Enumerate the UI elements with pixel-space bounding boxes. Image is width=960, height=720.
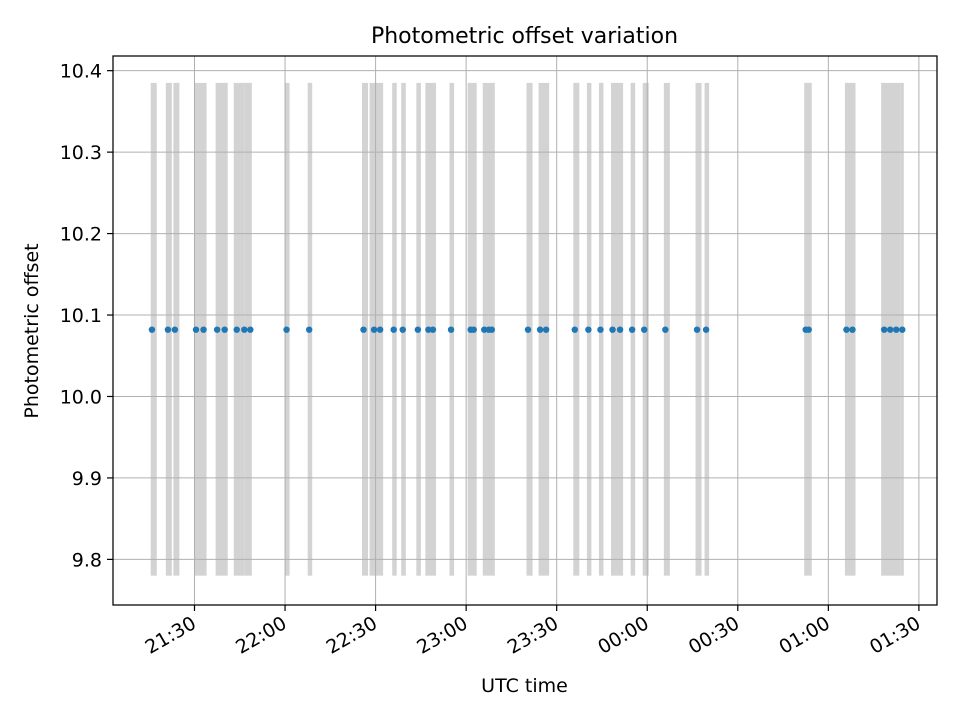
data-point [849, 326, 856, 333]
y-tick-label: 9.8 [72, 549, 102, 571]
data-point [247, 326, 254, 333]
data-point [370, 326, 378, 333]
data-point [241, 326, 248, 333]
data-point [414, 326, 422, 333]
data-point [283, 326, 290, 333]
y-tick-label: 10.3 [60, 142, 102, 164]
data-point [628, 326, 636, 333]
y-tick-label: 9.9 [72, 468, 102, 490]
data-point [305, 326, 313, 333]
y-tick-label: 10.2 [60, 224, 102, 246]
data-point [390, 326, 397, 333]
y-axis-ticks: 9.8 9.9 10.0 10.1 10.2 10.3 10.4 [60, 61, 113, 571]
data-point [524, 326, 532, 333]
data-point [213, 326, 221, 333]
data-point [843, 326, 850, 333]
data-point [192, 326, 200, 333]
y-axis-label: Photometric offset [21, 243, 43, 418]
data-point [693, 326, 701, 333]
plot-frame [112, 55, 938, 606]
data-point [880, 326, 888, 333]
y-tick-label: 10.0 [60, 386, 102, 408]
data-point [171, 326, 179, 333]
data-point [425, 326, 432, 333]
data-point [702, 326, 710, 333]
data-point [805, 326, 812, 333]
data-point [164, 326, 172, 333]
data-point [536, 326, 544, 333]
data-point [221, 326, 228, 333]
data-point [542, 326, 550, 333]
data-point [470, 326, 477, 333]
data-point [429, 326, 437, 333]
data-point [571, 326, 579, 333]
data-point [893, 326, 900, 333]
data-point [200, 326, 207, 333]
data-point [597, 326, 604, 333]
data-point [616, 326, 624, 333]
data-point [641, 326, 648, 333]
data-point [899, 326, 906, 333]
data-point [481, 326, 488, 333]
data-point [360, 326, 367, 333]
x-axis-label: UTC time [481, 675, 568, 697]
chart-title: Photometric offset variation [371, 24, 678, 49]
data-point [488, 326, 495, 333]
data-point [148, 326, 156, 333]
data-point [376, 326, 384, 333]
data-point [585, 326, 592, 333]
data-point [609, 326, 616, 333]
data-point [399, 326, 406, 333]
y-tick-label: 10.1 [60, 305, 102, 327]
data-point [447, 326, 455, 333]
data-point [887, 326, 894, 333]
data-point [233, 326, 240, 333]
data-point [662, 326, 669, 333]
y-tick-label: 10.4 [60, 61, 102, 83]
data-points [148, 326, 906, 333]
